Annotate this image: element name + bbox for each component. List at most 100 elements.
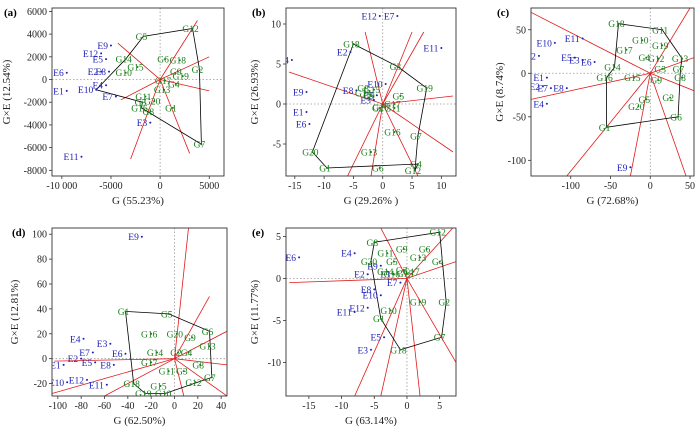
- environment-point: [65, 71, 68, 74]
- panel-letter: (c): [497, 7, 510, 19]
- genotype-point: [208, 345, 211, 348]
- panel-letter: (b): [252, 7, 266, 19]
- genotype-point: [402, 269, 405, 271]
- genotype-point: [124, 310, 127, 313]
- environment-label: E9: [367, 262, 378, 272]
- environment-point: [373, 288, 376, 291]
- environment-label: E5: [371, 334, 382, 344]
- sector-ray: [52, 358, 175, 394]
- genotype-point: [364, 87, 367, 89]
- genotype-point: [378, 107, 381, 109]
- sector-ray: [160, 79, 210, 92]
- y-tick-label: -8000: [24, 166, 47, 177]
- genotype-point: [445, 300, 448, 303]
- sector-ray: [380, 278, 408, 396]
- genotype-label: G8: [192, 361, 204, 371]
- environment-point: [440, 47, 443, 49]
- genotype-point: [144, 392, 147, 395]
- environment-label: E2: [354, 271, 365, 281]
- genotype-label: G13: [154, 86, 171, 96]
- sector-ray: [650, 57, 694, 74]
- genotype-label: G19: [652, 42, 669, 52]
- y-tick-label: 40: [37, 304, 47, 315]
- sector-ray: [130, 79, 161, 160]
- environment-label: E4: [341, 250, 352, 260]
- environment-label: E6: [112, 350, 123, 360]
- genotype-label: G11: [384, 105, 400, 115]
- genotype-point: [124, 71, 127, 74]
- sector-ray: [347, 103, 384, 176]
- x-tick-label: -60: [98, 401, 111, 412]
- biplot-panel-5: E1E2E3E4E5E6E7E8E9E10E11E12G1G2G3G4G5G6G…: [249, 227, 457, 427]
- genotype-point: [393, 131, 396, 133]
- genotype-point: [641, 39, 644, 42]
- genotype-point: [373, 241, 376, 244]
- y-tick-label: 0: [42, 354, 47, 365]
- y-tick-label: 6000: [27, 7, 47, 18]
- environment-point: [353, 252, 356, 255]
- environment-point: [140, 235, 143, 238]
- genotype-label: G8: [142, 108, 154, 118]
- genotype-point: [637, 105, 640, 108]
- environment-label: E6: [296, 121, 307, 131]
- genotype-label: G3: [654, 65, 666, 75]
- genotype-label: G11: [652, 26, 668, 36]
- environment-point: [305, 91, 308, 93]
- environment-point: [66, 381, 69, 384]
- genotype-label: G1: [373, 315, 385, 325]
- genotype-label: G3: [176, 368, 188, 378]
- genotype-label: G17: [616, 46, 633, 56]
- genotype-point: [194, 381, 197, 384]
- genotype-point: [396, 65, 399, 68]
- environment-label: E10: [537, 39, 553, 49]
- genotype-point: [416, 163, 419, 165]
- sector-ray: [406, 261, 456, 279]
- genotype-point: [167, 312, 170, 315]
- environment-point: [108, 70, 111, 73]
- environment-point: [82, 337, 85, 340]
- sector-ray: [370, 103, 384, 176]
- panel-letter: (a): [4, 7, 17, 19]
- environment-label: E1: [53, 87, 64, 97]
- environment-label: E5: [92, 56, 103, 66]
- plot-frame: [285, 227, 457, 397]
- genotype-point: [438, 260, 441, 263]
- genotype-label: G13: [361, 149, 378, 159]
- genotype-label: G17: [155, 77, 172, 87]
- environment-point: [114, 95, 117, 98]
- genotype-label: G18: [123, 380, 140, 390]
- environment-label: E7: [102, 93, 113, 103]
- genotype-point: [679, 67, 682, 70]
- genotype-label: G10: [380, 307, 397, 317]
- environment-point: [384, 83, 387, 85]
- x-tick-label: 0: [158, 181, 163, 192]
- genotype-label: G12: [429, 229, 446, 239]
- environment-point: [553, 41, 556, 44]
- genotype-label: G13: [199, 343, 216, 353]
- x-axis-label: G (72.68%): [587, 195, 639, 207]
- genotype-label: G16: [384, 129, 401, 139]
- genotype-point: [372, 88, 375, 91]
- genotype-point: [389, 309, 392, 312]
- genotype-label: G2: [372, 105, 384, 115]
- genotype-point: [413, 169, 416, 172]
- x-tick-label: 5: [437, 401, 442, 412]
- genotype-label: G15: [150, 383, 167, 393]
- genotype-label: G8: [366, 239, 378, 249]
- genotype-label: G2: [192, 66, 204, 76]
- y-tick-label: -10: [268, 358, 281, 369]
- environment-label: E9: [97, 42, 108, 52]
- genotype-label: G17: [384, 101, 401, 111]
- genotype-point: [159, 385, 162, 388]
- sector-ray: [159, 20, 198, 80]
- environment-point: [62, 363, 65, 366]
- genotype-label: G19: [410, 298, 427, 308]
- environment-point: [629, 166, 632, 169]
- environment-label: E12: [83, 50, 99, 60]
- genotype-label: G4: [638, 54, 650, 64]
- y-axis-label: G×E (12.81%): [9, 279, 21, 344]
- genotype-label: G1: [165, 104, 177, 114]
- genotype-point: [661, 28, 664, 31]
- environment-point: [149, 121, 152, 124]
